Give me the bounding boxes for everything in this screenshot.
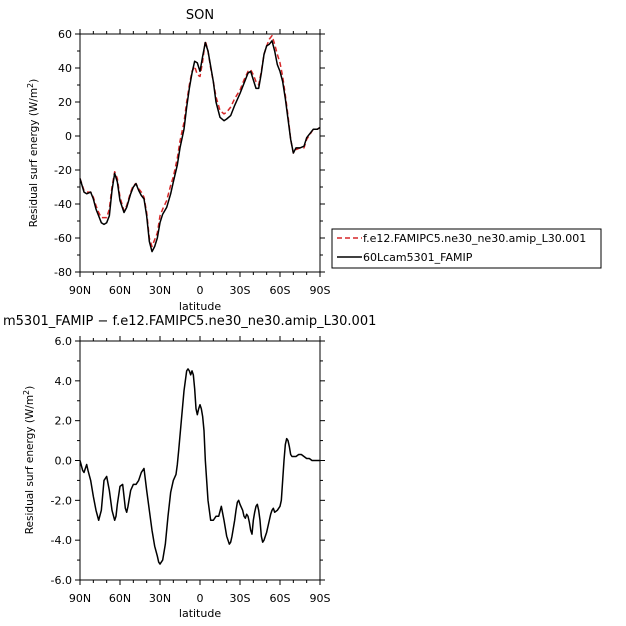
bottom-chart-ticks: -6.0 -4.0 -2.0 0.0 2.0 4.0 6.0 90N 60N 30N 0 30S 60S… bbox=[51, 335, 331, 605]
series-line-dashed-red bbox=[79, 34, 321, 248]
y-tick-label: 4.0 bbox=[55, 375, 73, 388]
x-tick-label: 30N bbox=[149, 284, 171, 297]
bottom-chart-series-layer bbox=[79, 368, 320, 565]
bottom-chart-ylabel: Residual surf energy (W/m2) bbox=[22, 386, 36, 535]
x-tick-label: 30N bbox=[149, 592, 171, 605]
y-tick-label: -4.0 bbox=[51, 534, 72, 547]
x-tick-label: 90N bbox=[69, 592, 91, 605]
bottom-chart: m5301_FAMIP − f.e12.FAMIPC5.ne30_ne30.am… bbox=[3, 314, 376, 620]
y-tick-label: -40 bbox=[54, 198, 72, 211]
y-tick-label: -60 bbox=[54, 232, 72, 245]
x-tick-label: 90N bbox=[69, 284, 91, 297]
top-chart-ticks: -80 -60 -40 -20 0 20 40 60 90N 60N 30N 0 30S 60S 90S bbox=[54, 28, 330, 297]
x-tick-label: 0 bbox=[197, 592, 204, 605]
top-chart-xlabel: latitude bbox=[179, 300, 221, 313]
bottom-chart-xlabel: latitude bbox=[179, 607, 221, 620]
top-chart-series-layer bbox=[79, 34, 321, 253]
y-tick-label: 20 bbox=[58, 96, 72, 109]
x-tick-label: 30S bbox=[230, 284, 251, 297]
y-tick-label: 2.0 bbox=[55, 415, 73, 428]
y-tick-label: 0.0 bbox=[55, 455, 73, 468]
y-tick-label: -2.0 bbox=[51, 494, 72, 507]
y-tick-label: 6.0 bbox=[55, 335, 73, 348]
x-tick-label: 60N bbox=[109, 592, 131, 605]
legend-label: 60Lcam5301_FAMIP bbox=[363, 251, 473, 264]
y-tick-label: -80 bbox=[54, 266, 72, 279]
x-tick-label: 60S bbox=[270, 592, 291, 605]
legend-box bbox=[331, 228, 602, 269]
series-line-solid-black bbox=[79, 368, 320, 565]
x-tick-label: 0 bbox=[197, 284, 204, 297]
series-line-solid-black bbox=[79, 40, 321, 253]
bottom-chart-title: m5301_FAMIP − f.e12.FAMIPC5.ne30_ne30.am… bbox=[3, 314, 376, 329]
legend-label: f.e12.FAMIPC5.ne30_ne30.amip_L30.001 bbox=[363, 232, 586, 245]
x-tick-label: 60N bbox=[109, 284, 131, 297]
x-tick-label: 30S bbox=[230, 592, 251, 605]
top-chart: SON -80 -60 -40 -20 0 20 40 60 90N 60N 30N 0 30S 60S 9… bbox=[26, 8, 331, 313]
x-tick-label: 60S bbox=[270, 284, 291, 297]
legend-entry: 60Lcam5301_FAMIP bbox=[337, 251, 473, 264]
legend-entry: f.e12.FAMIPC5.ne30_ne30.amip_L30.001 bbox=[337, 232, 586, 245]
y-tick-label: -6.0 bbox=[51, 574, 72, 587]
y-tick-label: 0 bbox=[65, 130, 72, 143]
x-tick-label: 90S bbox=[310, 284, 331, 297]
y-tick-label: -20 bbox=[54, 164, 72, 177]
y-tick-label: 60 bbox=[58, 28, 72, 41]
top-chart-legend: f.e12.FAMIPC5.ne30_ne30.amip_L30.001 60L… bbox=[331, 228, 602, 269]
x-tick-label: 90S bbox=[310, 592, 331, 605]
top-chart-ylabel: Residual surf energy (W/m2) bbox=[26, 79, 40, 228]
y-tick-label: 40 bbox=[58, 62, 72, 75]
top-chart-title: SON bbox=[186, 8, 214, 23]
